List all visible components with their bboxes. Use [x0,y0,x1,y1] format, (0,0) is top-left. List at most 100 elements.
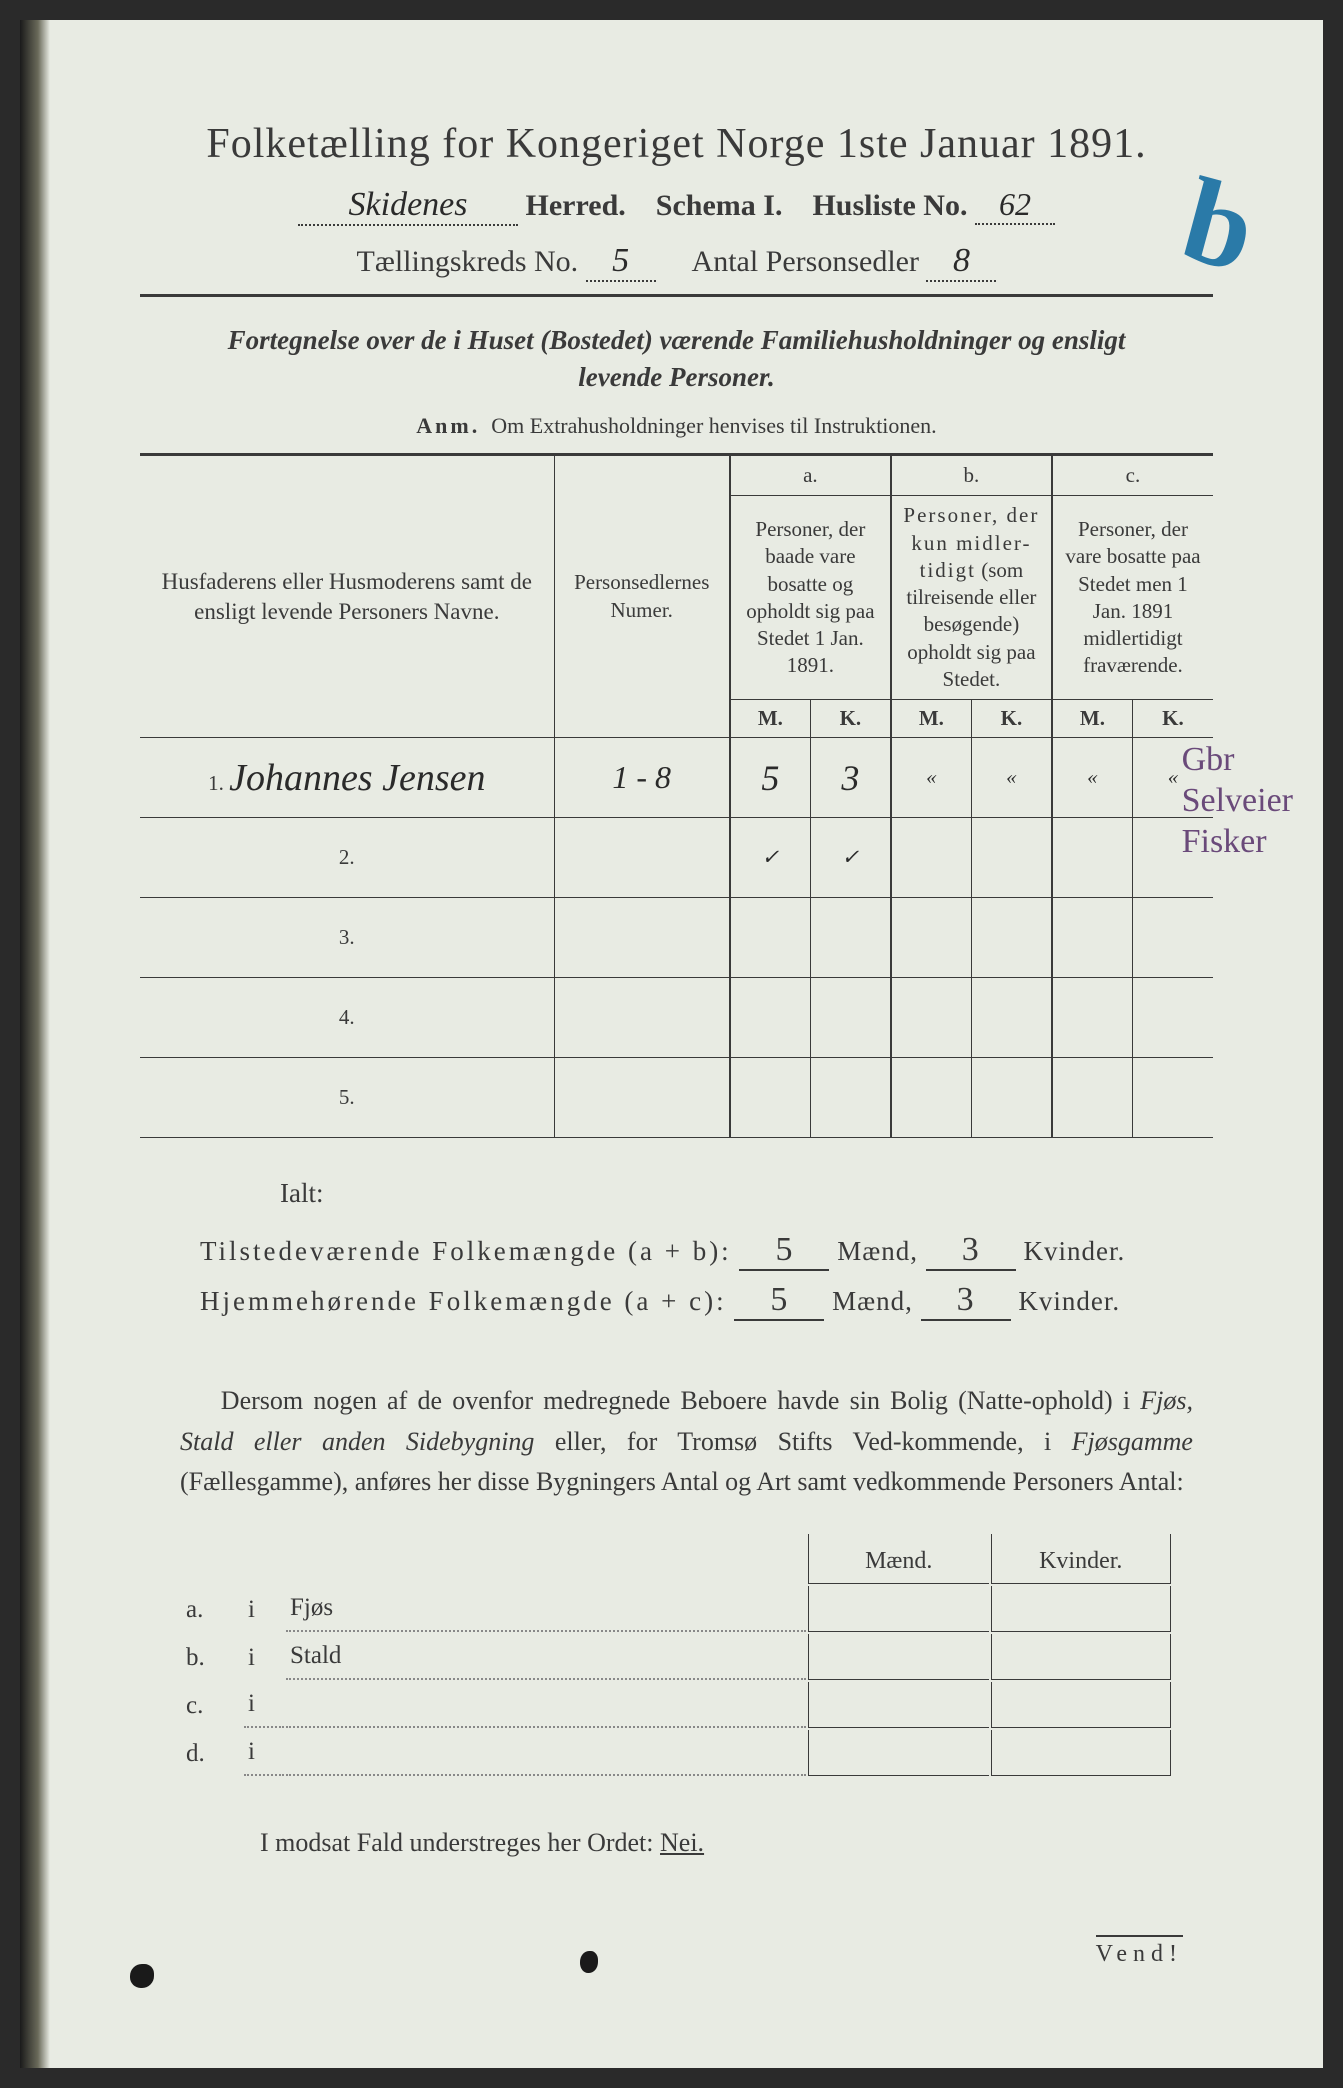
row5-am [730,1058,811,1138]
anm-prefix: Anm. [416,413,480,438]
herred-label: Herred. [526,189,626,222]
brow-d-label: d. [182,1730,242,1776]
subtitle-2: levende Personer. [140,362,1213,393]
row5-num [554,1058,730,1138]
instruction-paragraph: Dersom nogen af de ovenfor medregnede Be… [180,1381,1193,1502]
row2-num [554,818,730,898]
summary1-maend: Mænd, [837,1236,918,1266]
brow-c-m [808,1682,989,1728]
schema-label: Schema I. [656,189,783,222]
brow-b-k [991,1634,1172,1680]
margin-anno-2: Selveier [1182,781,1293,822]
row4-num [554,978,730,1058]
husliste-label: Husliste No. [812,189,967,222]
divider-1 [140,294,1213,297]
brow-b-i: i [244,1634,284,1680]
header-c-text: Personer, der vare bosatte paa Stedet me… [1052,496,1213,700]
row2-bk [971,818,1052,898]
header-b-m: M. [891,700,972,738]
inkblot-icon [580,1951,598,1973]
building-row: d. i [182,1730,1171,1776]
brow-c-label: c. [182,1682,242,1728]
brow-d-type [286,1730,806,1776]
table-row: 1. Johannes Jensen 1 - 8 5 3 « « « « [140,738,1213,818]
margin-anno-3: Fisker [1182,822,1293,863]
row5-bm [891,1058,972,1138]
anm-line: Anm. Om Extrahusholdninger henvises til … [140,413,1213,439]
table-row: 5. [140,1058,1213,1138]
row3-ak [810,898,891,978]
header-a-k: K. [810,700,891,738]
brow-d-m [808,1730,989,1776]
census-form-page: Folketælling for Kongeriget Norge 1ste J… [20,20,1323,2068]
brow-c-k [991,1682,1172,1728]
summary2-label: Hjemmehørende Folkemængde (a + c): [200,1286,727,1316]
building-table: Mænd. Kvinder. a. i Fjøs b. i Stald c. i… [180,1532,1173,1778]
row3-bk [971,898,1052,978]
margin-annotations: Gbr Selveier Fisker [1182,740,1293,862]
row1-ak: 3 [810,738,891,818]
row4-label: 4. [140,978,554,1058]
summary1-m: 5 [739,1231,829,1271]
row2-label: 2. [140,818,554,898]
row1-num-cell: 1 - 8 [554,738,730,818]
page-title: Folketælling for Kongeriget Norge 1ste J… [140,120,1213,168]
header-numer: Personsedlernes Numer. [554,455,730,738]
summary1-label: Tilstedeværende Folkemængde (a + b): [200,1236,732,1266]
building-row: b. i Stald [182,1634,1171,1680]
summary2-maend: Mænd, [832,1286,913,1316]
nei-word: Nei. [660,1828,704,1857]
row3-am [730,898,811,978]
row5-cm [1052,1058,1133,1138]
row4-cm [1052,978,1133,1058]
brow-b-m [808,1634,989,1680]
blue-mark: b [1170,150,1270,301]
brow-b-label: b. [182,1634,242,1680]
anm-text: Om Extrahusholdninger henvises til Instr… [491,413,936,438]
row1-name: Johannes Jensen [229,757,485,799]
row4-am [730,978,811,1058]
header-a-label: a. [730,455,891,496]
kvinder-header: Kvinder. [991,1534,1172,1584]
ialt-label: Ialt: [280,1178,1213,1209]
row1-name-cell: 1. Johannes Jensen [140,738,554,818]
summary2-m: 5 [734,1281,824,1321]
subtitle-2-text: levende Personer. [578,362,774,392]
header-names-text: Husfaderens eller Husmoderens samt de en… [162,569,532,624]
margin-anno-1: Gbr [1182,740,1293,781]
row1-cm: « [1052,738,1133,818]
kreds-label: Tællingskreds No. [357,245,579,278]
main-census-table: Husfaderens eller Husmoderens samt de en… [140,453,1213,1138]
brow-a-label: a. [182,1586,242,1632]
brow-a-k [991,1586,1172,1632]
brow-c-i: i [244,1682,284,1728]
table-row: 4. [140,978,1213,1058]
row1-bk: « [971,738,1052,818]
inkblot-icon [130,1964,154,1988]
row1-am: 5 [730,738,811,818]
row2-ak: ✓ [810,818,891,898]
row5-ck [1132,1058,1213,1138]
building-row: c. i [182,1682,1171,1728]
maend-header: Mænd. [808,1534,989,1584]
row4-bm [891,978,972,1058]
husliste-value: 62 [975,186,1055,225]
nei-line: I modsat Fald understreges her Ordet: Ne… [260,1828,1213,1858]
summary2-k: 3 [921,1281,1011,1321]
brow-d-i: i [244,1730,284,1776]
building-header: Mænd. Kvinder. [182,1534,1171,1584]
header-a-text: Personer, der baade vare bosatte og opho… [730,496,891,700]
summary-line-1: Tilstedeværende Folkemængde (a + b): 5 M… [200,1231,1213,1271]
row2-bm [891,818,972,898]
header-a-m: M. [730,700,811,738]
brow-c-type [286,1682,806,1728]
row4-ak [810,978,891,1058]
vend-label: Vend! [1096,1935,1183,1968]
brow-b-type: Stald [286,1634,806,1680]
header-names: Husfaderens eller Husmoderens samt de en… [140,455,554,738]
header-c-label: c. [1052,455,1213,496]
building-row: a. i Fjøs [182,1586,1171,1632]
row5-ak [810,1058,891,1138]
row3-cm [1052,898,1133,978]
row3-label: 3. [140,898,554,978]
